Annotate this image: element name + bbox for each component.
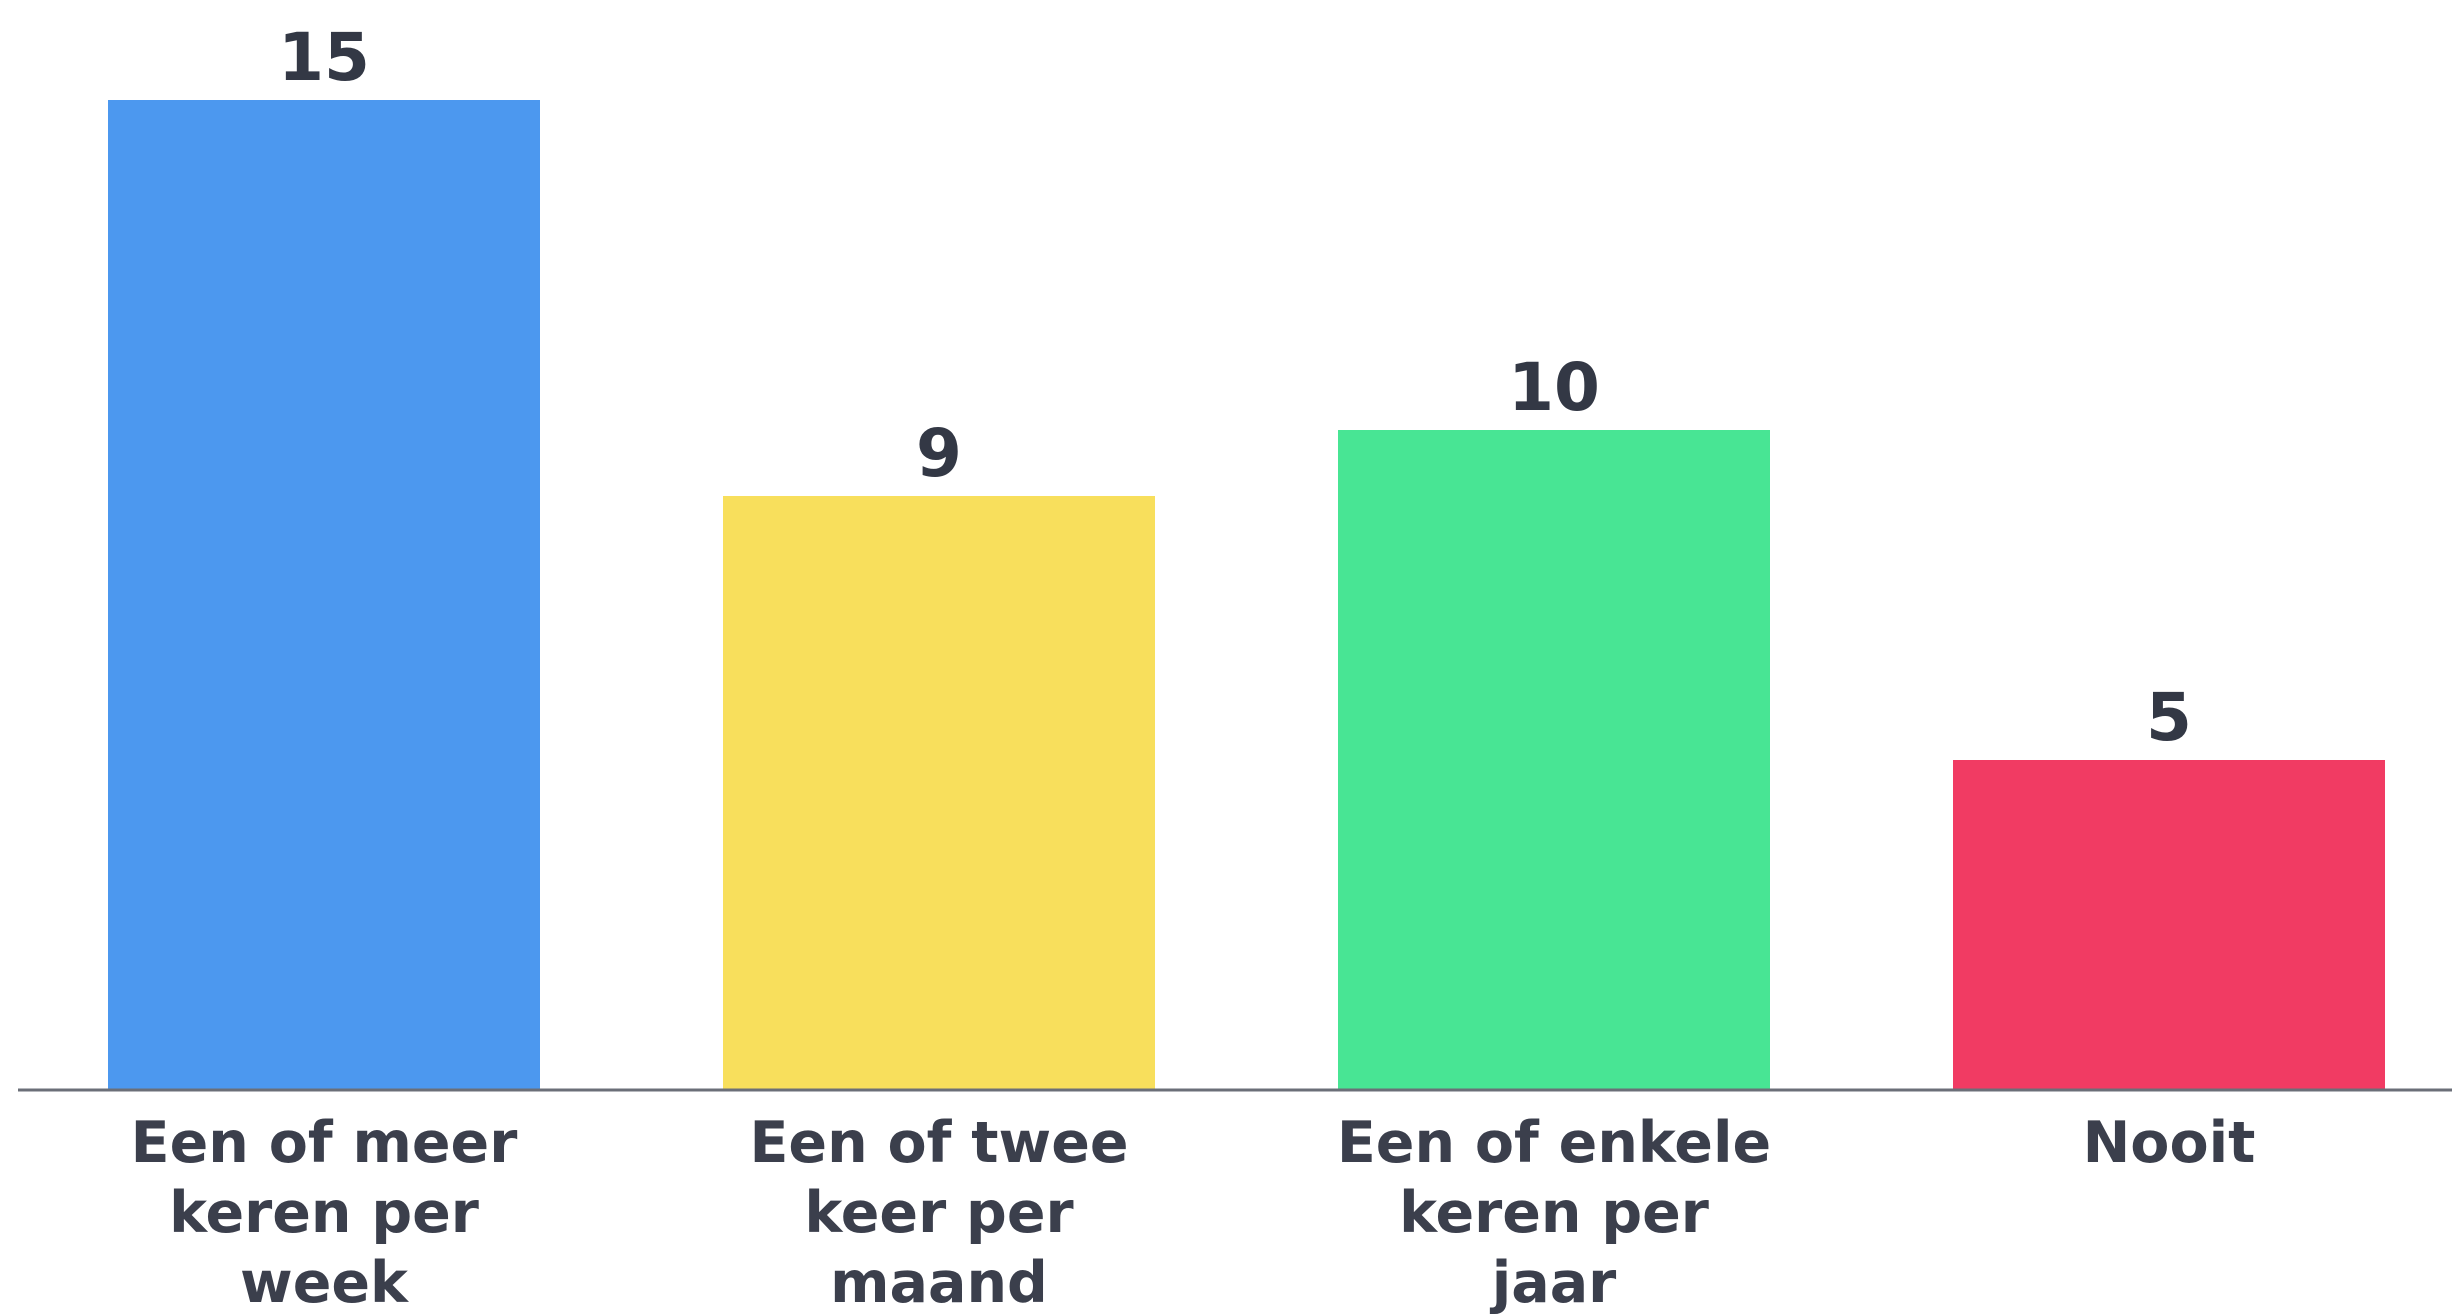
category-label-3-line-2: keren per xyxy=(1399,1180,1709,1246)
value-label-1: 15 xyxy=(278,19,370,96)
value-label-4: 5 xyxy=(2146,679,2192,756)
category-label-1-line-3: week xyxy=(240,1250,409,1315)
bar-2 xyxy=(723,496,1155,1090)
value-labels-group: 15 9 10 5 xyxy=(278,19,2192,756)
category-label-2-line-1: Een of twee xyxy=(749,1110,1128,1176)
category-label-3-line-1: Een of enkele xyxy=(1337,1110,1771,1176)
category-label-1-line-2: keren per xyxy=(169,1180,479,1246)
value-label-3: 10 xyxy=(1508,349,1600,426)
category-label-1-line-1: Een of meer xyxy=(131,1110,518,1176)
bar-4 xyxy=(1953,760,2385,1090)
category-label-2-line-3: maand xyxy=(830,1250,1048,1315)
value-label-2: 9 xyxy=(916,415,962,492)
category-label-2-line-2: keer per xyxy=(804,1180,1073,1246)
bar-3 xyxy=(1338,430,1770,1090)
bars-group xyxy=(108,100,2385,1090)
category-label-3-line-3: jaar xyxy=(1490,1250,1617,1315)
bar-1 xyxy=(108,100,540,1090)
category-label-4-line-1: Nooit xyxy=(2083,1110,2256,1176)
